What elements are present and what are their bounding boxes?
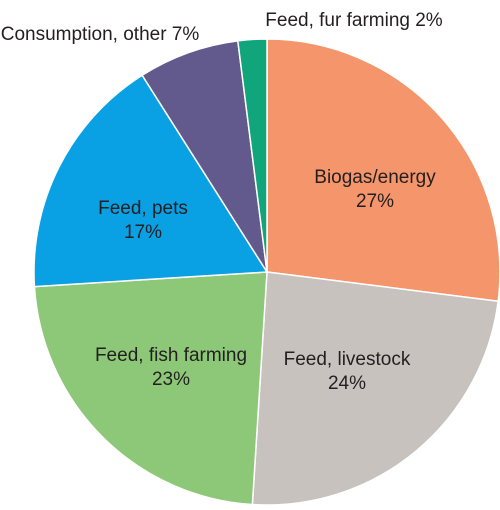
slice-label-biogas-energy: Biogas/energy (314, 167, 436, 188)
slice-value-biogas-energy: 27% (356, 191, 394, 212)
pie-labels: Biogas/energy 27% Feed, livestock 24% Feed, … (1, 10, 443, 394)
slice-value-feed-livestock: 24% (328, 373, 366, 394)
pie-slice-feed-fish-farming (33, 271, 268, 506)
slice-value-feed-fish-farming: 23% (152, 369, 190, 390)
slice-label-consumption-other: Consumption, other 7% (1, 24, 200, 45)
pie-slice-biogas-energy (266, 38, 500, 302)
slice-label-feed-fish-farming: Feed, fish farming (95, 345, 247, 366)
slice-label-feed-livestock: Feed, livestock (284, 349, 411, 370)
pie-slices (33, 38, 500, 506)
slice-label-feed-pets: Feed, pets (98, 198, 188, 219)
pie-slice-feed-pets (33, 74, 268, 288)
pie-slice-feed-fur-farming (237, 38, 268, 273)
pie-slice-feed-livestock (251, 271, 499, 506)
slice-value-feed-pets: 17% (124, 222, 162, 243)
pie-slice-consumption-other (141, 40, 268, 273)
slice-label-feed-fur-farming: Feed, fur farming 2% (265, 10, 443, 31)
